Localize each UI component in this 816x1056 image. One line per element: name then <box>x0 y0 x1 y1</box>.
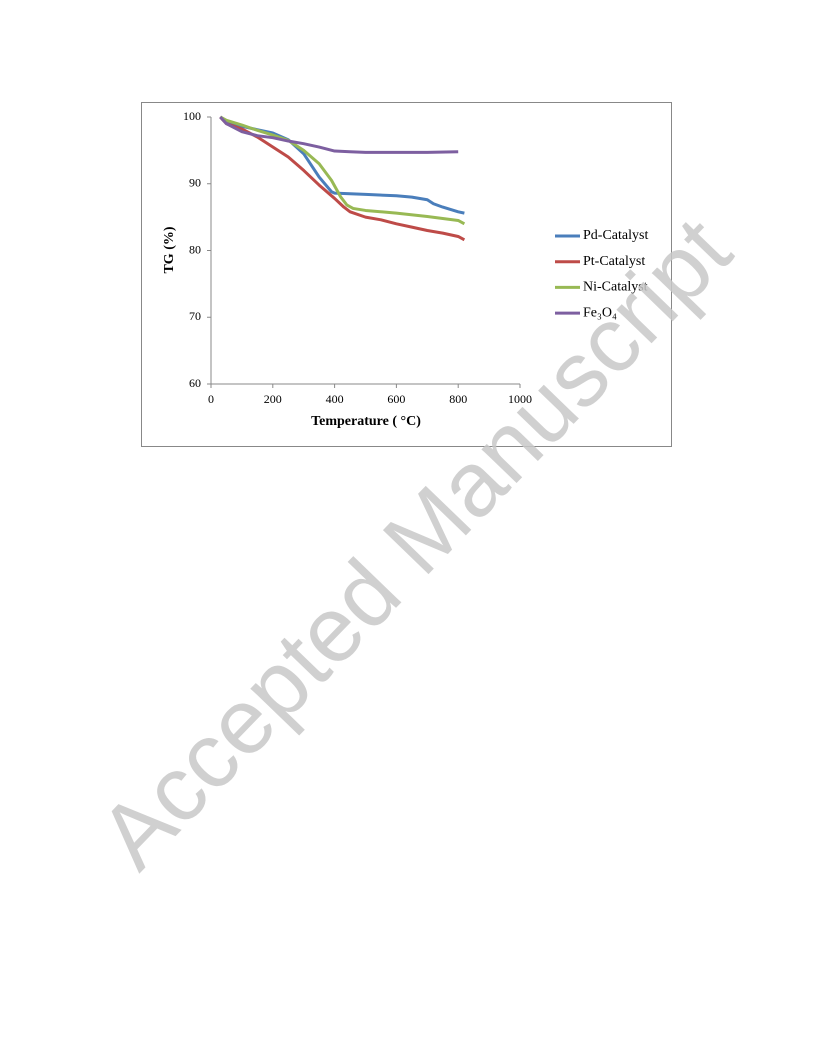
x-tick-label: 800 <box>449 392 467 406</box>
legend-label: Pt-Catalyst <box>583 254 645 269</box>
y-tick-label: 80 <box>189 242 201 256</box>
x-tick-label: 1000 <box>508 392 532 406</box>
legend-label: Ni-Catalyst <box>583 280 648 295</box>
x-tick-label: 600 <box>387 392 405 406</box>
y-tick-label: 70 <box>189 309 201 323</box>
x-axis-label: Temperature ( °C) <box>311 414 421 429</box>
x-tick-label: 400 <box>326 392 344 406</box>
y-tick-label: 60 <box>189 376 201 390</box>
y-axis-label: TG (%) <box>162 226 177 273</box>
y-tick-label: 100 <box>183 109 201 123</box>
y-tick-label: 90 <box>189 176 201 190</box>
chart-frame <box>141 102 672 447</box>
series-line <box>219 115 466 226</box>
legend-label: Pd-Catalyst <box>583 228 648 243</box>
legend-label: Fe₃O₄ <box>583 305 617 320</box>
x-tick-label: 0 <box>208 392 214 406</box>
series-line <box>219 115 459 154</box>
x-tick-label: 200 <box>264 392 282 406</box>
